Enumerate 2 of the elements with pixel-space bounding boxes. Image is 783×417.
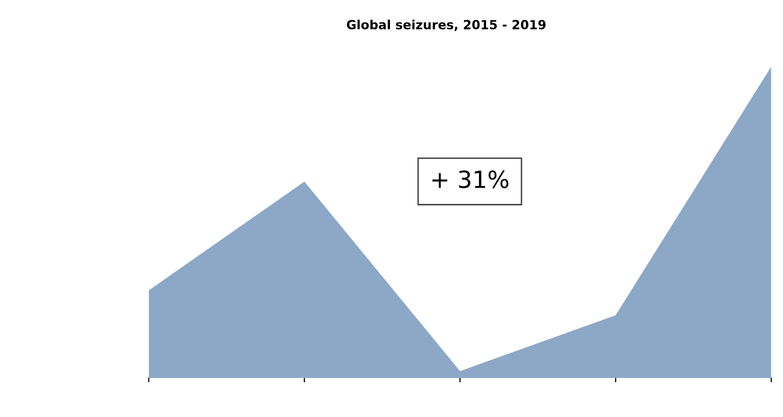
annotation: + 31% xyxy=(432,170,508,188)
chart-title: Global seizures, 2015 - 2019 xyxy=(346,20,546,31)
